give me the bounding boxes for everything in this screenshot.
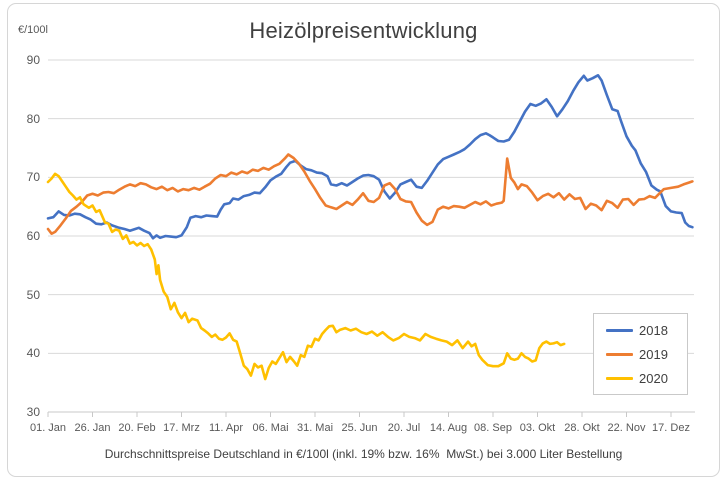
x-tick-label-20-Feb: 20. Feb [118,422,156,434]
chart-title: Heizölpreisentwicklung [249,18,478,43]
y-tick-label-60: 60 [26,229,40,243]
x-tick-label-17-Mrz: 17. Mrz [163,422,200,434]
x-tick-label-03-Okt: 03. Okt [519,422,556,434]
x-tick-label-14-Aug: 14. Aug [429,422,468,434]
legend-label-2019: 2019 [639,346,668,362]
y-tick-label-90: 90 [26,53,40,67]
y-tick-label-70: 70 [26,170,40,185]
legend-swatch-2020 [606,376,633,380]
x-tick-label-17-Dez: 17. Dez [652,422,690,434]
x-tick-label-01-Jan: 01. Jan [29,422,67,434]
gridlines [48,59,694,354]
y-tick-label-40: 40 [26,346,40,361]
y-tick-label-80: 80 [26,111,40,126]
x-tick-label-11-Apr: 11. Apr [208,422,244,434]
legend-swatch-2018 [606,328,633,332]
x-tick-label-26-Jan: 26. Jan [74,422,111,434]
series-line-2018 [46,74,694,240]
series-line-2019 [46,153,694,235]
legend: 2018 2019 2020 [593,313,688,395]
x-tick-label-25-Jun: 25. Jun [341,422,378,434]
x-tick-label-31-Mai: 31. Mai [296,422,334,434]
legend-label-2018: 2018 [639,322,668,338]
legend-item-2019: 2019 [606,347,687,362]
y-tick-label-50: 50 [26,287,40,302]
y-axis-unit-label: €/100l [18,24,48,36]
legend-item-2018: 2018 [606,323,687,338]
series-lines [46,74,694,381]
x-tick-label-22-Nov: 22. Nov [607,422,646,434]
y-tick-label-30: 30 [26,405,40,419]
x-tick-label-08-Sep: 08. Sep [474,422,512,434]
series-line-2020 [46,172,566,381]
chart-caption: Durchschnittspreise Deutschland in €/100… [104,447,623,461]
x-tick-label-06-Mai: 06. Mai [252,422,289,434]
x-tick-label-28-Okt: 28. Okt [564,422,600,434]
legend-label-2020: 2020 [639,370,668,386]
x-axis-line [47,411,695,417]
x-tick-label-20-Jul: 20. Jul [387,422,421,434]
legend-swatch-2019 [606,352,633,356]
legend-item-2020: 2020 [606,371,687,386]
